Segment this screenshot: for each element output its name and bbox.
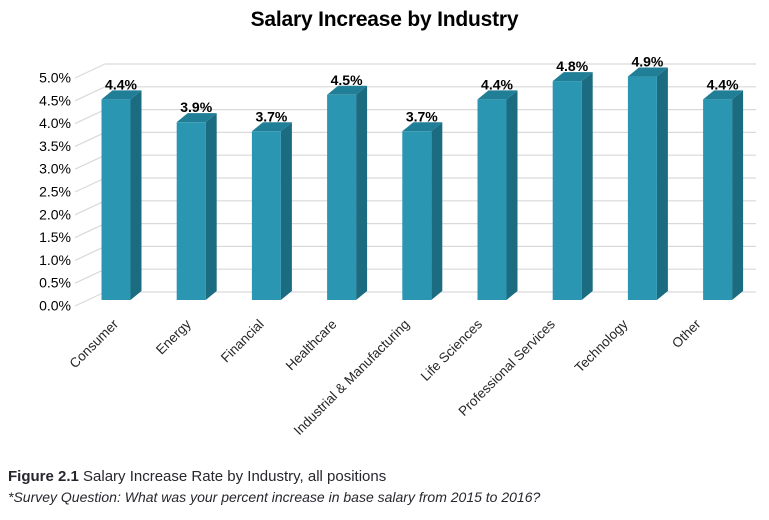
- bar: [176, 122, 206, 300]
- y-tick-connector: [74, 131, 106, 147]
- bar-value-label: 4.5%: [331, 72, 363, 88]
- bar-side-face: [581, 72, 593, 301]
- bar: [627, 76, 657, 300]
- bar-side-face: [506, 90, 518, 300]
- bar-side-face: [656, 67, 668, 300]
- y-tick-label: 0.5%: [39, 275, 71, 291]
- bar-top-face: [101, 90, 142, 100]
- bar: [703, 99, 733, 300]
- category-label: Healthcare: [283, 317, 340, 374]
- bar: [327, 94, 357, 300]
- bar-top-face: [176, 113, 217, 123]
- category-label: Consumer: [66, 316, 121, 371]
- y-tick-connector: [74, 177, 106, 193]
- bar-value-label: 3.7%: [406, 108, 438, 124]
- y-tick-connector: [74, 63, 106, 79]
- bar-chart-canvas: 0.0% 0.5% 1.0% 1.5% 2.0% 2.5% 3.0% 3.5% 4.0% 4.5%…: [39, 54, 756, 439]
- y-tick-connector: [74, 245, 106, 261]
- bar-side-face: [732, 90, 744, 300]
- bar-side-face: [130, 90, 142, 300]
- bar-value-label: 3.7%: [255, 108, 287, 124]
- category-label: Financial: [218, 317, 267, 366]
- figure-caption-text: Salary Increase Rate by Industry, all po…: [78, 468, 387, 485]
- figure-caption: Figure 2.1 Salary Increase Rate by Indus…: [8, 468, 763, 485]
- category-label: Life Sciences: [418, 316, 486, 384]
- bar-top-face: [477, 90, 518, 100]
- bar-value-label: 3.9%: [180, 99, 212, 115]
- y-tick-connector: [74, 268, 106, 284]
- bar-value-label: 4.8%: [556, 58, 588, 74]
- bar-side-face: [431, 122, 443, 300]
- y-tick-label: 1.0%: [39, 252, 71, 268]
- y-tick-label: 0.0%: [39, 298, 71, 314]
- bar: [477, 99, 507, 300]
- bar-side-face: [280, 122, 292, 300]
- bar-side-face: [356, 85, 368, 300]
- bar-top-face: [703, 90, 744, 100]
- y-tick-label: 3.5%: [39, 138, 71, 154]
- category-label: Energy: [153, 316, 194, 357]
- bar: [251, 131, 281, 300]
- category-label: Other: [669, 316, 704, 351]
- y-tick-connector: [74, 223, 106, 239]
- bar-side-face: [205, 113, 217, 300]
- y-tick-label: 4.0%: [39, 115, 71, 131]
- chart-title: Salary Increase by Industry: [250, 8, 519, 31]
- bar-top-face: [327, 85, 368, 95]
- y-tick-label: 4.5%: [39, 92, 71, 108]
- category-label: Industrial & Manufacturing: [291, 317, 413, 439]
- y-tick-connector: [74, 154, 106, 170]
- y-tick-label: 2.0%: [39, 206, 71, 222]
- bar-top-face: [552, 72, 593, 82]
- bar-top-face: [402, 122, 443, 132]
- bar-top-face: [251, 122, 292, 132]
- bar-value-label: 4.9%: [631, 54, 663, 70]
- bar-value-label: 4.4%: [707, 76, 739, 92]
- category-label: Technology: [572, 316, 631, 375]
- figure-number: Figure 2.1: [8, 468, 79, 485]
- y-tick-connector: [74, 291, 106, 307]
- y-tick-label: 5.0%: [39, 70, 71, 86]
- y-tick-label: 3.0%: [39, 161, 71, 177]
- y-tick-label: 2.5%: [39, 184, 71, 200]
- bar: [402, 131, 432, 300]
- y-tick-label: 1.5%: [39, 229, 71, 245]
- bar-value-label: 4.4%: [105, 76, 137, 92]
- bar-top-face: [627, 67, 668, 77]
- y-tick-connector: [74, 86, 106, 102]
- y-tick-connector: [74, 109, 106, 125]
- bar: [101, 99, 131, 300]
- survey-note: *Survey Question: What was your percent …: [8, 489, 541, 505]
- y-tick-connector: [74, 200, 106, 216]
- bar-value-label: 4.4%: [481, 76, 513, 92]
- bar: [552, 81, 582, 301]
